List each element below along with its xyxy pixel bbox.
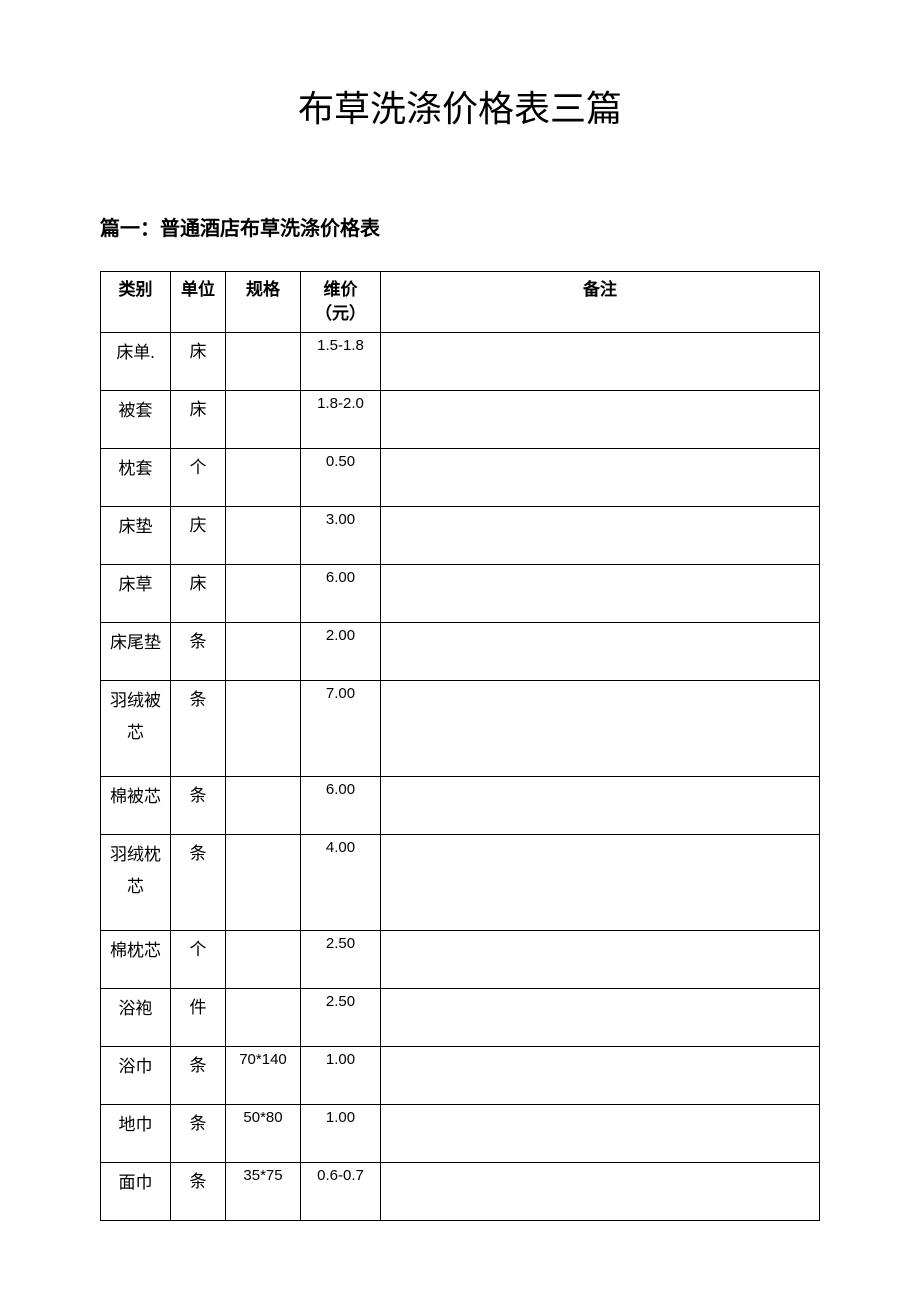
cell-note [381, 834, 820, 930]
cell-unit: 条 [171, 680, 226, 776]
cell-category: 枕套 [101, 448, 171, 506]
table-row: 被套床 1.8-2.0 [101, 390, 820, 448]
cell-note [381, 622, 820, 680]
cell-spec [226, 506, 301, 564]
cell-price: 6.00 [301, 564, 381, 622]
cell-note [381, 332, 820, 390]
table-row: 棉被芯条 6.00 [101, 776, 820, 834]
cell-unit: 条 [171, 834, 226, 930]
cell-price: 2.50 [301, 930, 381, 988]
cell-category: 床垫 [101, 506, 171, 564]
section-title: 篇一：普通酒店布草洗涤价格表 [100, 212, 820, 241]
header-spec: 规格 [226, 272, 301, 333]
header-unit: 单位 [171, 272, 226, 333]
cell-category: 羽绒枕芯 [101, 834, 171, 930]
cell-price: 1.5-1.8 [301, 332, 381, 390]
cell-unit: 条 [171, 1162, 226, 1220]
table-row: 床尾垫条 2.00 [101, 622, 820, 680]
cell-category: 棉枕芯 [101, 930, 171, 988]
cell-category: 浴巾 [101, 1046, 171, 1104]
cell-category: 面巾 [101, 1162, 171, 1220]
cell-price: 6.00 [301, 776, 381, 834]
table-row: 羽绒枕芯条 4.00 [101, 834, 820, 930]
table-row: 床草床 6.00 [101, 564, 820, 622]
header-category: 类别 [101, 272, 171, 333]
cell-note [381, 1162, 820, 1220]
table-body: 床单.床1.5-1.8被套床1.8-2.0枕套个0.50床垫庆3.00床草床6.… [101, 332, 820, 1220]
cell-category: 地巾 [101, 1104, 171, 1162]
header-price: 维价 （元） [301, 272, 381, 333]
cell-price: 0.6-0.7 [301, 1162, 381, 1220]
cell-price: 4.00 [301, 834, 381, 930]
table-row: 浴巾条70*1401.00 [101, 1046, 820, 1104]
cell-note [381, 776, 820, 834]
cell-price: 3.00 [301, 506, 381, 564]
cell-unit: 件 [171, 988, 226, 1046]
cell-spec [226, 564, 301, 622]
cell-note [381, 1046, 820, 1104]
cell-unit: 条 [171, 776, 226, 834]
price-table: 类别 单位 规格 维价 （元） 备注 床单.床1.5-1.8被套床1.8-2.0… [100, 271, 820, 1221]
cell-note [381, 680, 820, 776]
header-note: 备注 [381, 272, 820, 333]
cell-price: 2.50 [301, 988, 381, 1046]
cell-unit: 个 [171, 930, 226, 988]
cell-category: 床尾垫 [101, 622, 171, 680]
table-row: 浴袍件 2.50 [101, 988, 820, 1046]
cell-unit: 个 [171, 448, 226, 506]
cell-unit: 床 [171, 332, 226, 390]
cell-category: 羽绒被芯 [101, 680, 171, 776]
cell-unit: 床 [171, 564, 226, 622]
cell-unit: 条 [171, 622, 226, 680]
cell-spec [226, 834, 301, 930]
table-row: 床单.床 1.5-1.8 [101, 332, 820, 390]
table-row: 棉枕芯个 2.50 [101, 930, 820, 988]
cell-unit: 庆 [171, 506, 226, 564]
cell-category: 床草 [101, 564, 171, 622]
cell-spec [226, 622, 301, 680]
cell-spec: 35*75 [226, 1162, 301, 1220]
cell-price: 2.00 [301, 622, 381, 680]
cell-category: 浴袍 [101, 988, 171, 1046]
cell-spec [226, 930, 301, 988]
cell-spec [226, 776, 301, 834]
table-header-row: 类别 单位 规格 维价 （元） 备注 [101, 272, 820, 333]
cell-price: 1.8-2.0 [301, 390, 381, 448]
table-row: 面巾条35*750.6-0.7 [101, 1162, 820, 1220]
cell-note [381, 448, 820, 506]
table-row: 床垫庆 3.00 [101, 506, 820, 564]
cell-category: 棉被芯 [101, 776, 171, 834]
cell-price: 0.50 [301, 448, 381, 506]
cell-note [381, 390, 820, 448]
cell-price: 1.00 [301, 1046, 381, 1104]
cell-note [381, 988, 820, 1046]
cell-spec: 50*80 [226, 1104, 301, 1162]
cell-unit: 条 [171, 1104, 226, 1162]
table-row: 地巾条50*801.00 [101, 1104, 820, 1162]
cell-spec [226, 332, 301, 390]
cell-note [381, 564, 820, 622]
cell-note [381, 930, 820, 988]
cell-spec [226, 680, 301, 776]
cell-unit: 床 [171, 390, 226, 448]
cell-price: 7.00 [301, 680, 381, 776]
header-price-line2: （元） [315, 304, 366, 323]
cell-spec: 70*140 [226, 1046, 301, 1104]
cell-price: 1.00 [301, 1104, 381, 1162]
cell-note [381, 1104, 820, 1162]
cell-unit: 条 [171, 1046, 226, 1104]
cell-spec [226, 988, 301, 1046]
cell-spec [226, 448, 301, 506]
page-title: 布草洗涤价格表三篇 [100, 80, 820, 132]
cell-category: 被套 [101, 390, 171, 448]
header-price-line1: 维价 [324, 280, 358, 299]
cell-spec [226, 390, 301, 448]
table-row: 枕套个 0.50 [101, 448, 820, 506]
cell-note [381, 506, 820, 564]
table-row: 羽绒被芯条 7.00 [101, 680, 820, 776]
cell-category: 床单. [101, 332, 171, 390]
